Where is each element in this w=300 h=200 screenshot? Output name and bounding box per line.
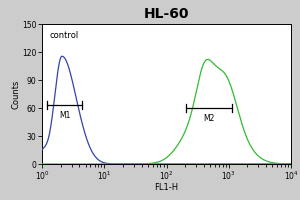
Text: M2: M2 [203,114,215,123]
Text: M1: M1 [59,111,70,120]
Text: control: control [50,31,79,40]
X-axis label: FL1-H: FL1-H [154,183,178,192]
Title: HL-60: HL-60 [144,7,189,21]
Y-axis label: Counts: Counts [12,79,21,109]
